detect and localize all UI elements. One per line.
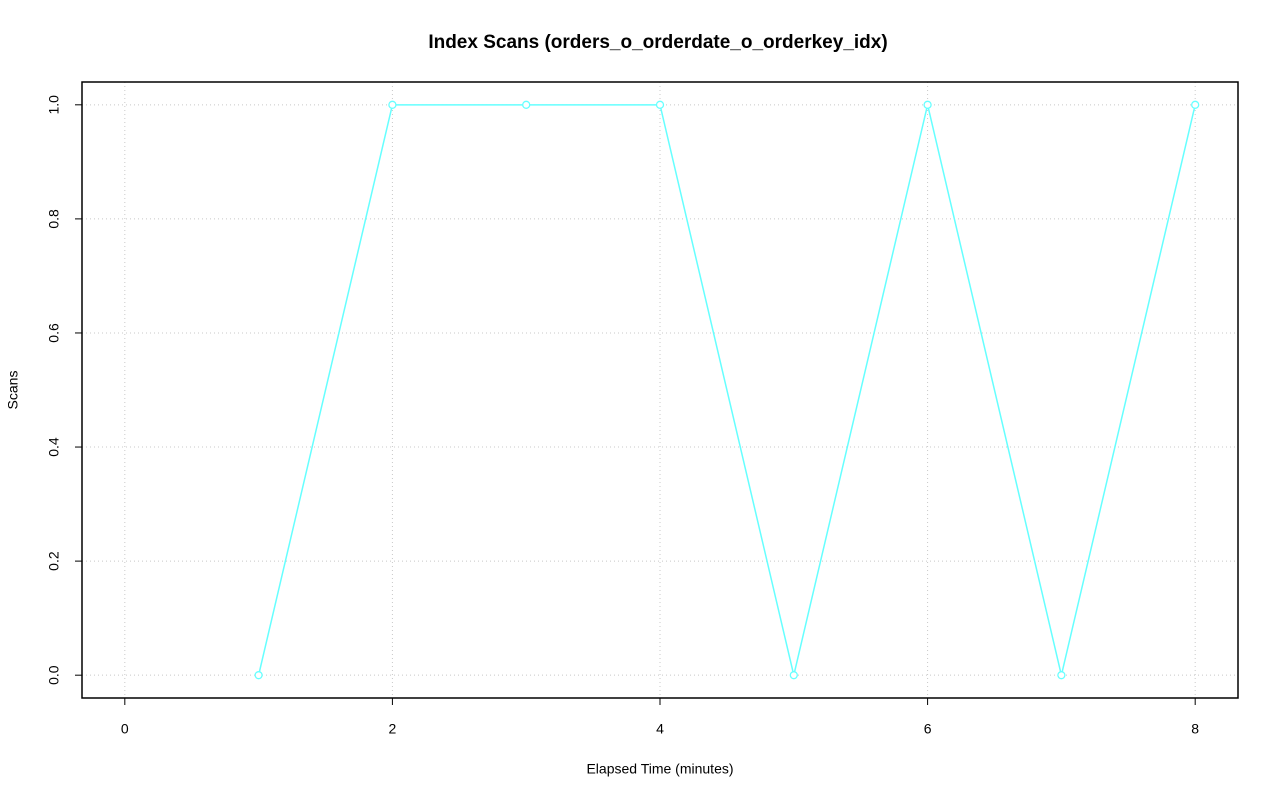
- point: [923, 100, 932, 109]
- y-tick-label: 1.0: [46, 95, 62, 115]
- x-tick-label: 2: [389, 721, 397, 737]
- x-axis-label: Elapsed Time (minutes): [586, 761, 733, 777]
- point: [1057, 671, 1066, 680]
- point: [522, 100, 531, 109]
- x-tick-label: 0: [121, 721, 129, 737]
- line: [257, 104, 1196, 676]
- y-tick-label: 0.8: [46, 209, 62, 229]
- plot-frame: [81, 81, 1239, 699]
- point: [254, 671, 263, 680]
- y-tick-label: 0.2: [46, 551, 62, 571]
- point: [789, 671, 798, 680]
- point: [1191, 100, 1200, 109]
- y-axis-label: Scans: [5, 371, 21, 410]
- point: [388, 100, 397, 109]
- point: [655, 100, 665, 109]
- x-tick-label: 4: [656, 721, 664, 737]
- y-tick-label: 0.4: [46, 437, 62, 457]
- y-tick-label: 0.6: [46, 323, 62, 343]
- y-tick-label: 0.0: [46, 665, 62, 685]
- x-tick-label: 6: [924, 721, 932, 737]
- x-tick-label: 8: [1191, 721, 1199, 737]
- chart-title: Index Scans (orders_o_orderdate_o_orderk…: [428, 32, 887, 53]
